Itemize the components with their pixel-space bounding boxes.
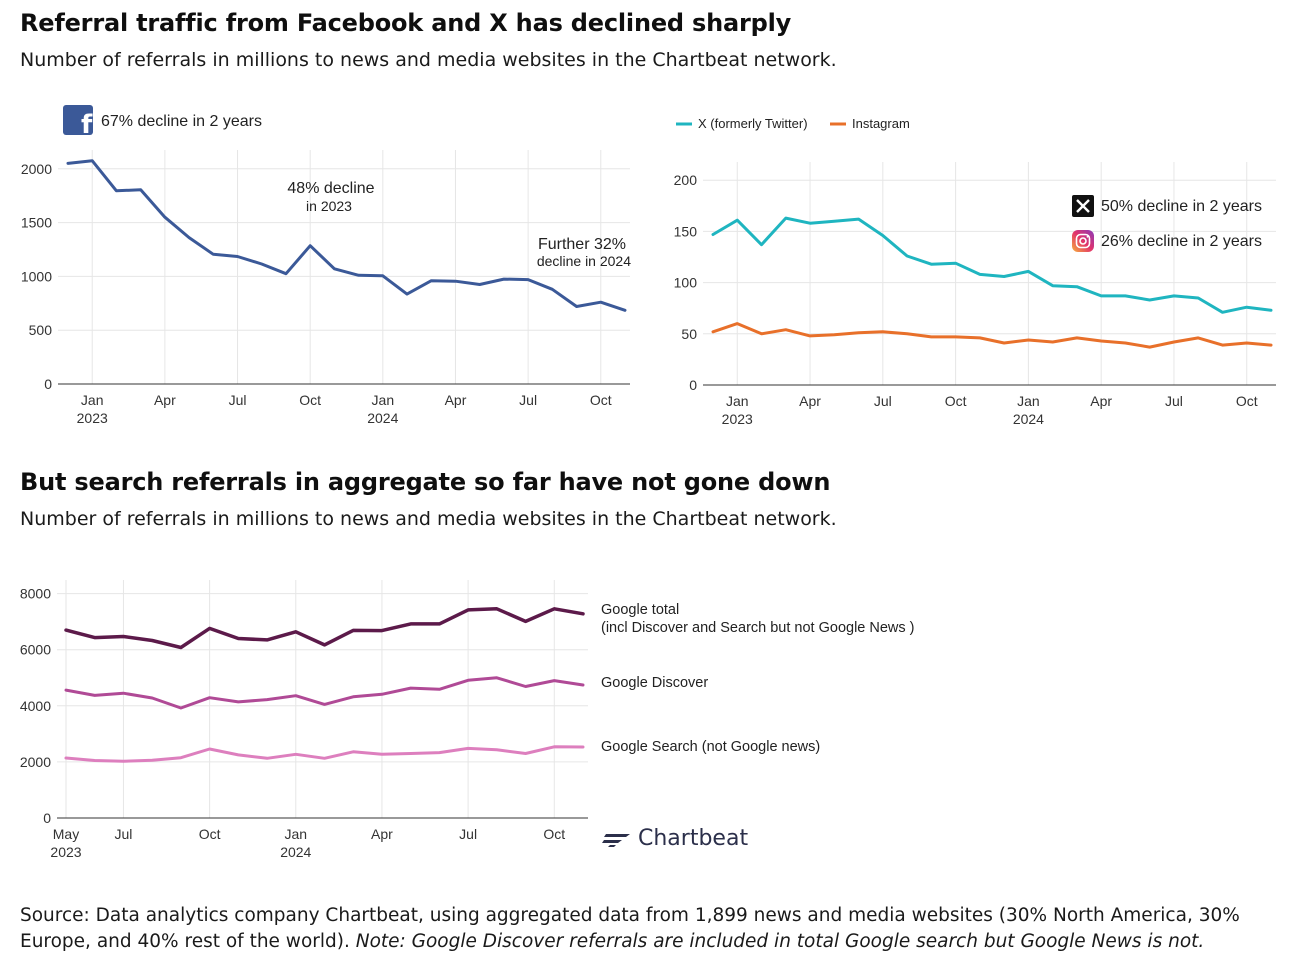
facebook-series xyxy=(66,159,627,312)
x-tick-label: Jan xyxy=(1017,393,1040,409)
facebook-annotation-2024-line2: decline in 2024 xyxy=(537,253,631,269)
series-line-1 xyxy=(711,322,1273,349)
x-tick-label: Oct xyxy=(299,392,321,408)
x-instagram-series xyxy=(711,216,1273,349)
legend-label-instagram: Instagram xyxy=(852,116,910,131)
y-tick-label: 1000 xyxy=(21,268,52,284)
x-tick-year-label: 2024 xyxy=(367,410,398,426)
facebook-logo-icon xyxy=(63,105,93,135)
facebook-annotation-2024-line1: Further 32% xyxy=(538,236,626,253)
series-line-1 xyxy=(64,676,585,710)
series-label-google-total: Google total xyxy=(601,602,679,618)
y-tick-label: 0 xyxy=(689,377,697,393)
x-instagram-grid xyxy=(703,162,1276,385)
x-tick-label: Jul xyxy=(1165,393,1183,409)
series-line-0 xyxy=(711,216,1273,314)
x-tick-label: Oct xyxy=(590,392,612,408)
instagram-annotation: 26% decline in 2 years xyxy=(1072,230,1262,252)
google-labels: Google total (incl Discover and Search b… xyxy=(601,602,915,755)
y-tick-label: 8000 xyxy=(20,586,51,602)
x-tick-label: Jul xyxy=(519,392,537,408)
facebook-legend: f 67% decline in 2 years xyxy=(63,105,262,140)
series-line-0 xyxy=(64,607,585,650)
x-tick-label: Apr xyxy=(445,392,467,408)
facebook-legend-label: 67% decline in 2 years xyxy=(101,113,262,130)
x-tick-label: Oct xyxy=(1236,393,1258,409)
instagram-logo-lens xyxy=(1079,237,1087,245)
x-annotation: 50% decline in 2 years xyxy=(1072,195,1262,217)
x-tick-label: Oct xyxy=(543,826,565,842)
x-tick-label: Apr xyxy=(799,393,821,409)
x-tick-year-label: 2023 xyxy=(50,844,81,860)
y-tick-label: 500 xyxy=(29,322,53,338)
series-label-google-total-note: (incl Discover and Search but not Google… xyxy=(601,620,915,636)
x-tick-label: Jul xyxy=(114,826,132,842)
x-instagram-legend: X (formerly Twitter) Instagram xyxy=(676,116,910,131)
y-tick-label: 1500 xyxy=(21,215,52,231)
chart-subtitle-social: Number of referrals in millions to news … xyxy=(20,49,837,71)
instagram-logo-frame xyxy=(1075,233,1091,249)
legend-label-x: X (formerly Twitter) xyxy=(698,116,808,131)
chartbeat-logo-icon xyxy=(602,833,630,847)
x-tick-year-label: 2023 xyxy=(722,411,753,427)
google-chart: 0 2000 4000 6000 8000 May 2023 Jul Oct Jan 2024 Apr… xyxy=(20,580,915,860)
y-tick-label: 150 xyxy=(674,223,698,239)
source-text: Source: Data analytics company Chartbeat… xyxy=(20,905,1240,952)
y-tick-label: 50 xyxy=(681,326,697,342)
x-tick-label: Jan xyxy=(284,826,307,842)
facebook-axis: 0 500 1000 1500 2000 Jan 2023 Apr Jul Oct Jan 2024 A… xyxy=(21,161,630,426)
chartbeat-logo: Chartbeat xyxy=(600,826,748,851)
series-line-2 xyxy=(64,745,585,763)
x-tick-label: Apr xyxy=(1090,393,1112,409)
y-tick-label: 4000 xyxy=(20,698,51,714)
y-tick-label: 2000 xyxy=(21,161,52,177)
series-label-google-search: Google Search (not Google news) xyxy=(601,739,820,755)
source-italic-note: Note: Google Discover referrals are incl… xyxy=(355,931,1205,952)
x-tick-label: Jul xyxy=(459,826,477,842)
x-tick-label: Apr xyxy=(154,392,176,408)
x-instagram-chart: 0 50 100 150 200 Jan 2023 Apr Jul Oct Jan 2024 Apr Ju… xyxy=(674,116,1276,427)
instagram-annotation-text: 26% decline in 2 years xyxy=(1101,233,1262,250)
y-tick-label: 100 xyxy=(674,275,698,291)
x-tick-label: Jul xyxy=(874,393,892,409)
x-tick-label: Jan xyxy=(726,393,749,409)
facebook-annotation-2023-line1: 48% decline xyxy=(287,180,374,197)
x-tick-label: Jul xyxy=(229,392,247,408)
x-tick-label: Apr xyxy=(371,826,393,842)
x-tick-label: Jan xyxy=(372,392,395,408)
x-instagram-axis: 0 50 100 150 200 Jan 2023 Apr Jul Oct Jan 2024 Apr Ju… xyxy=(674,172,1276,427)
x-tick-label: May xyxy=(53,826,79,842)
facebook-grid xyxy=(58,150,630,384)
x-tick-label: Oct xyxy=(199,826,221,842)
y-tick-label: 0 xyxy=(44,376,52,392)
x-tick-label: Oct xyxy=(945,393,967,409)
x-tick-label: Jan xyxy=(81,392,104,408)
google-series xyxy=(64,607,585,763)
y-tick-label: 200 xyxy=(674,172,698,188)
source-note: Source: Data analytics company Chartbeat… xyxy=(20,903,1295,955)
x-annotation-text: 50% decline in 2 years xyxy=(1101,198,1262,215)
x-tick-year-label: 2023 xyxy=(77,410,108,426)
chart-title-social: Referral traffic from Facebook and X has… xyxy=(20,9,792,37)
series-line-0 xyxy=(66,159,627,312)
chart-subtitle-search: Number of referrals in millions to news … xyxy=(20,508,837,530)
chart-title-search: But search referrals in aggregate so far… xyxy=(20,468,831,496)
instagram-logo-dot xyxy=(1086,235,1089,238)
y-tick-label: 6000 xyxy=(20,642,51,658)
facebook-chart: 0 500 1000 1500 2000 Jan 2023 Apr Jul Oct Jan 2024 A… xyxy=(21,105,631,426)
facebook-logo-glyph: f xyxy=(81,110,93,140)
x-tick-year-label: 2024 xyxy=(280,844,311,860)
google-axis: 0 2000 4000 6000 8000 May 2023 Jul Oct Jan 2024 Apr… xyxy=(20,586,588,860)
series-label-google-discover: Google Discover xyxy=(601,675,708,691)
x-logo-glyph xyxy=(1076,199,1090,213)
facebook-annotation-2023-line2: in 2023 xyxy=(306,198,352,214)
x-tick-year-label: 2024 xyxy=(1013,411,1044,427)
y-tick-label: 0 xyxy=(43,810,51,826)
chartbeat-logo-text: Chartbeat xyxy=(638,826,749,851)
y-tick-label: 2000 xyxy=(20,754,51,770)
